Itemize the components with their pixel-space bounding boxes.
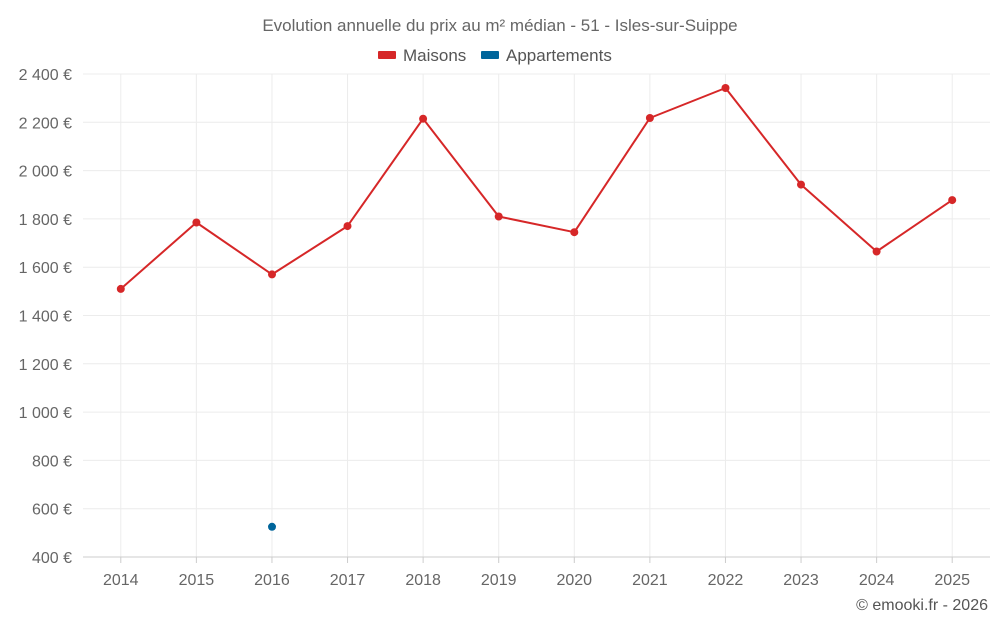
- y-tick-label-600: 600 €: [32, 502, 72, 519]
- x-tick-label-2025: 2025: [934, 572, 970, 589]
- legend-item-maisons[interactable]: Maisons: [378, 46, 466, 65]
- series: [116, 84, 957, 531]
- x-tick-label-2020: 2020: [556, 572, 592, 589]
- data-point-maisons-2020[interactable]: [570, 228, 579, 237]
- axes: 400 € 600 € 800 € 1 000 € 1 200 € 1 400 € 1 60…: [19, 67, 990, 589]
- x-tick-label-2017: 2017: [330, 572, 366, 589]
- data-point-maisons-2019[interactable]: [494, 212, 503, 221]
- y-tick-label-2400: 2 400 €: [19, 67, 72, 84]
- chart-title: Evolution annuelle du prix au m² médian …: [262, 16, 737, 35]
- legend-item-appartements[interactable]: Appartements: [481, 46, 612, 65]
- x-tick-label-2015: 2015: [179, 572, 215, 589]
- data-point-maisons-2023[interactable]: [797, 180, 805, 189]
- x-tick-label-2016: 2016: [254, 572, 290, 589]
- legend-swatch-maisons: [378, 51, 396, 59]
- series-line-maisons: [120, 87, 953, 290]
- credit-text: © emooki.fr - 2026: [856, 597, 988, 614]
- y-tick-label-400: 400 €: [32, 550, 72, 567]
- x-tick-label-2024: 2024: [859, 572, 895, 589]
- y-tick-label-800: 800 €: [32, 453, 72, 470]
- data-point-maisons-2017[interactable]: [343, 222, 352, 231]
- legend-label-maisons: Maisons: [403, 46, 466, 65]
- y-tick-label-1800: 1 800 €: [19, 212, 72, 229]
- y-tick-label-1600: 1 600 €: [19, 260, 72, 277]
- x-tick-label-2021: 2021: [632, 572, 668, 589]
- data-point-maisons-2016[interactable]: [268, 270, 276, 279]
- legend: Maisons Appartements: [378, 46, 612, 65]
- x-tick-label-2023: 2023: [783, 572, 819, 589]
- y-tick-label-1000: 1 000 €: [19, 405, 72, 422]
- data-point-maisons-2025[interactable]: [948, 196, 957, 205]
- legend-label-appartements: Appartements: [506, 46, 612, 65]
- data-point-maisons-2022[interactable]: [721, 84, 730, 92]
- y-tick-label-1400: 1 400 €: [19, 309, 72, 326]
- data-point-appartements-2016[interactable]: [268, 522, 276, 531]
- x-tick-label-2019: 2019: [481, 572, 517, 589]
- x-tick-label-2018: 2018: [405, 572, 441, 589]
- data-point-maisons-2015[interactable]: [192, 218, 201, 227]
- y-tick-label-1200: 1 200 €: [19, 357, 72, 374]
- data-point-maisons-2018[interactable]: [419, 114, 428, 123]
- y-tick-label-2200: 2 200 €: [19, 115, 72, 132]
- x-tick-label-2022: 2022: [708, 572, 744, 589]
- data-point-maisons-2014[interactable]: [116, 284, 125, 293]
- legend-swatch-appartements: [481, 51, 499, 59]
- data-point-maisons-2021[interactable]: [645, 114, 654, 122]
- grid: [83, 73, 990, 557]
- y-tick-label-2000: 2 000 €: [19, 164, 72, 181]
- data-point-maisons-2024[interactable]: [872, 247, 881, 256]
- x-tick-label-2014: 2014: [103, 572, 139, 589]
